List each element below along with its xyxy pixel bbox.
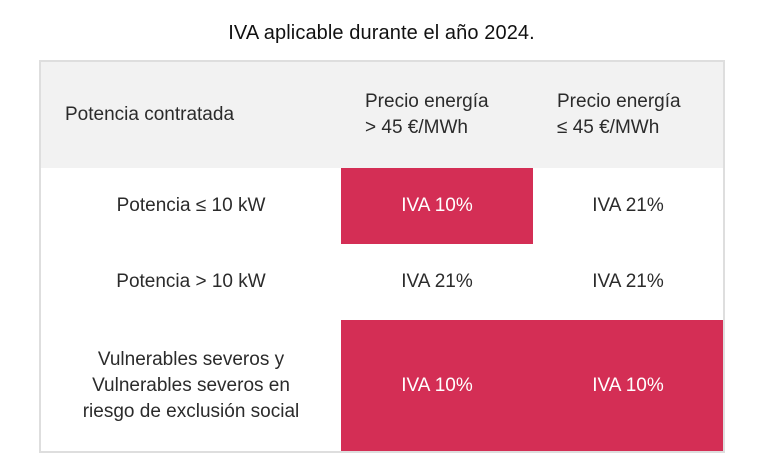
row-label-text: Potencia ≤ 10 kW (116, 195, 266, 216)
iva-value: IVA 10% (592, 374, 664, 396)
row-label-line: Vulnerables severos en (92, 374, 290, 396)
row-label: Potencia ≤ 10 kW (41, 168, 341, 244)
iva-value: IVA 10% (401, 374, 473, 396)
row-label: Potencia > 10 kW (41, 244, 341, 320)
header-precio-mayor-45: Precio energía > 45 €/MWh (341, 62, 533, 168)
row-label-line: riesgo de exclusión social (82, 400, 300, 422)
iva-table: Potencia contratada Precio energía > 45 … (39, 60, 725, 453)
header-potencia-contratada: Potencia contratada (41, 62, 341, 168)
row-label-line: Vulnerables severos y (97, 348, 285, 370)
iva-cell-highlighted: IVA 10% (341, 320, 533, 451)
table-row: Potencia ≤ 10 kW IVA 10% IVA 21% (41, 168, 723, 244)
header-precio-threshold: ≤ 45 €/MWh (557, 117, 660, 138)
row-label: Vulnerables severos y Vulnerables severo… (41, 320, 341, 451)
iva-cell-highlighted: IVA 10% (341, 168, 533, 244)
header-potencia-label: Potencia contratada (65, 104, 235, 125)
header-precio-label: Precio energía (557, 91, 681, 112)
iva-value: IVA 21% (401, 271, 473, 292)
iva-cell-highlighted: IVA 10% (533, 320, 723, 451)
table-row: Potencia > 10 kW IVA 21% IVA 21% (41, 244, 723, 320)
header-precio-threshold: > 45 €/MWh (365, 117, 468, 138)
iva-value: IVA 21% (592, 271, 664, 292)
table-header-row: Potencia contratada Precio energía > 45 … (41, 62, 723, 168)
table-caption: IVA aplicable durante el año 2024. (228, 22, 535, 44)
header-precio-menor-igual-45: Precio energía ≤ 45 €/MWh (533, 62, 723, 168)
iva-value: IVA 21% (592, 195, 664, 216)
iva-cell: IVA 21% (341, 244, 533, 320)
row-label-text: Potencia > 10 kW (116, 271, 266, 292)
header-precio-label: Precio energía (365, 91, 489, 112)
iva-value: IVA 10% (401, 195, 473, 216)
table-row: Vulnerables severos y Vulnerables severo… (41, 320, 723, 451)
iva-cell: IVA 21% (533, 244, 723, 320)
iva-cell: IVA 21% (533, 168, 723, 244)
